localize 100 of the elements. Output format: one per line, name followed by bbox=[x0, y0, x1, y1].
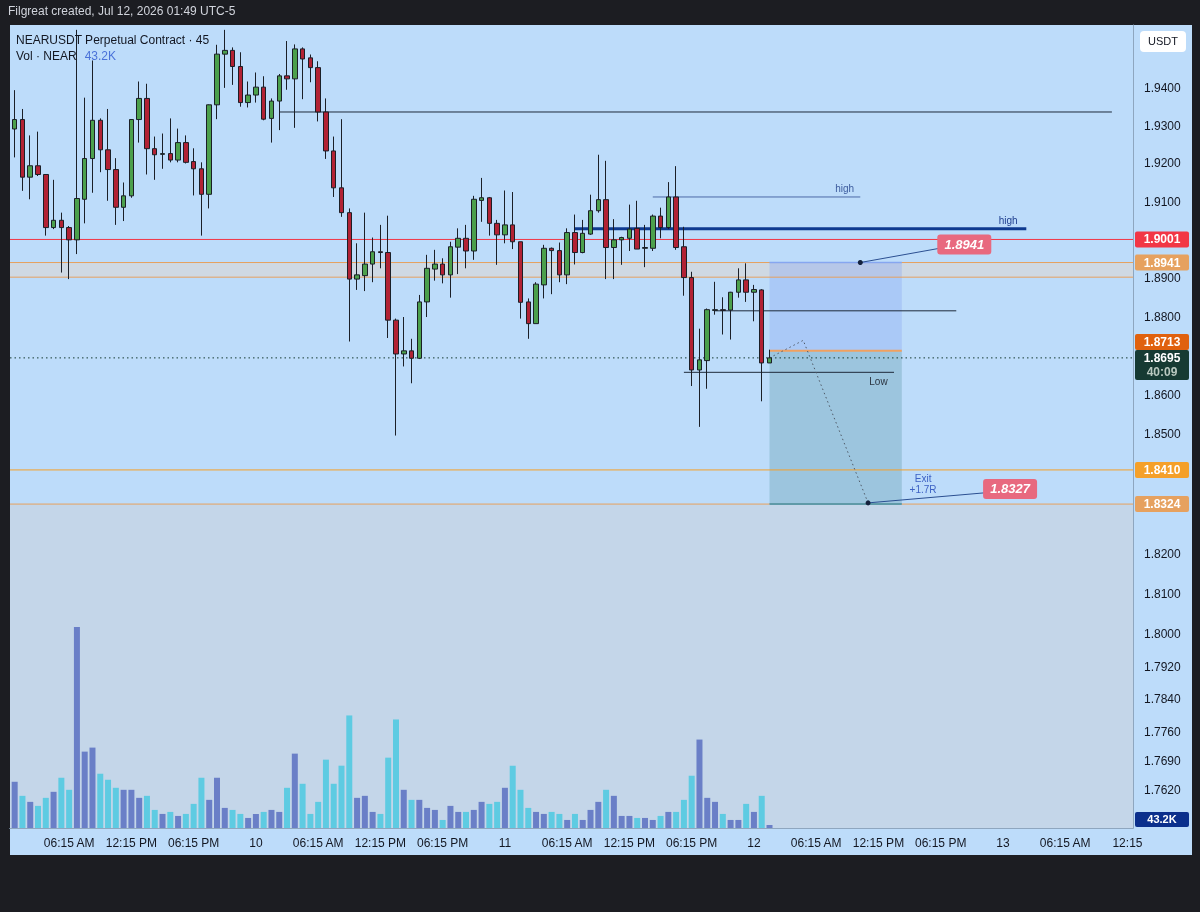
candlestick bbox=[284, 40, 290, 91]
bar bbox=[431, 809, 438, 828]
candlestick bbox=[611, 218, 617, 280]
candlestick bbox=[627, 204, 632, 252]
candlestick bbox=[689, 271, 694, 387]
candlestick bbox=[300, 46, 305, 100]
bar bbox=[680, 799, 687, 828]
candlestick bbox=[269, 97, 274, 144]
x-tick-label: 06:15 PM bbox=[666, 836, 718, 850]
bar bbox=[361, 795, 368, 828]
candlestick bbox=[51, 179, 56, 230]
candlestick bbox=[518, 241, 523, 320]
ref-line-label: 1.8941 bbox=[1143, 255, 1181, 270]
candlestick bbox=[751, 284, 757, 322]
candlestick bbox=[697, 328, 702, 428]
ref-line-label: 1.8695 40:09 bbox=[1143, 350, 1181, 379]
bar bbox=[159, 813, 166, 828]
candlestick bbox=[409, 338, 414, 384]
bar bbox=[151, 809, 158, 828]
bar bbox=[143, 795, 150, 828]
candlestick bbox=[370, 237, 375, 283]
candlestick bbox=[347, 207, 352, 343]
candlestick bbox=[43, 174, 49, 237]
chart-title: Vol · NEAR bbox=[16, 49, 77, 63]
y-axis-title: USDT bbox=[1140, 31, 1186, 52]
bar bbox=[463, 811, 470, 828]
bar bbox=[284, 787, 291, 828]
bar bbox=[315, 801, 322, 828]
bar bbox=[657, 815, 664, 828]
y-tick-label: 1.8800 bbox=[1144, 310, 1182, 325]
candlestick bbox=[502, 189, 508, 244]
candlestick bbox=[712, 281, 718, 316]
candlestick bbox=[557, 242, 562, 283]
bar bbox=[408, 799, 415, 828]
bar bbox=[136, 797, 143, 828]
bar bbox=[610, 795, 617, 828]
bar bbox=[579, 819, 586, 828]
x-tick-label: 06:15 AM bbox=[790, 836, 842, 850]
y-tick-label: 1.8100 bbox=[1144, 586, 1182, 601]
candlestick bbox=[339, 118, 344, 218]
bar bbox=[696, 739, 703, 828]
candlestick bbox=[385, 215, 391, 339]
candlestick bbox=[634, 200, 640, 250]
candlestick bbox=[183, 134, 189, 164]
bar bbox=[673, 811, 680, 828]
candlestick bbox=[144, 83, 150, 175]
bar bbox=[291, 753, 298, 828]
bar bbox=[354, 797, 361, 828]
candlestick bbox=[564, 227, 570, 285]
candlestick bbox=[736, 267, 741, 299]
x-tick-label: 13 bbox=[996, 836, 1010, 850]
x-tick-label: 06:15 PM bbox=[915, 836, 967, 850]
bar bbox=[750, 811, 757, 828]
candlestick bbox=[487, 196, 492, 237]
candlestick bbox=[245, 81, 251, 108]
candlestick bbox=[650, 214, 656, 252]
bar bbox=[214, 777, 220, 828]
bar bbox=[470, 809, 477, 828]
candlestick bbox=[455, 227, 461, 275]
candlestick bbox=[362, 212, 368, 292]
bar bbox=[97, 773, 104, 828]
x-tick-label: 11 bbox=[498, 836, 512, 850]
annotation: 43.2K bbox=[84, 49, 117, 63]
y-tick-label: 1.8900 bbox=[1144, 271, 1182, 286]
y-tick-label: 1.9300 bbox=[1144, 118, 1182, 133]
candlestick bbox=[27, 134, 33, 200]
annotation: Low bbox=[869, 376, 889, 388]
y-tick-label: 1.7760 bbox=[1144, 725, 1182, 740]
candlestick bbox=[35, 131, 41, 177]
bar bbox=[743, 803, 750, 828]
text: 1.8713 bbox=[1143, 334, 1181, 349]
candlestick bbox=[121, 181, 126, 222]
annotation: high bbox=[998, 214, 1018, 226]
candlestick bbox=[463, 224, 469, 269]
candlestick bbox=[588, 194, 593, 236]
bar bbox=[400, 789, 407, 828]
bar bbox=[533, 811, 540, 828]
candlestick bbox=[471, 195, 477, 261]
candlestick bbox=[214, 44, 220, 120]
candlestick bbox=[494, 219, 500, 266]
bar bbox=[385, 757, 392, 828]
bar bbox=[688, 775, 695, 828]
candlestick bbox=[238, 51, 243, 108]
candlestick bbox=[541, 244, 547, 299]
bar bbox=[42, 797, 49, 828]
bar bbox=[11, 781, 18, 828]
y-tick-label: 1.8200 bbox=[1144, 546, 1182, 561]
candlestick bbox=[448, 241, 453, 299]
candlestick bbox=[401, 316, 407, 367]
x-tick-label: 12:15 PM bbox=[603, 836, 656, 850]
candlestick bbox=[681, 226, 687, 297]
candlestick bbox=[580, 219, 585, 254]
annotation: high bbox=[835, 182, 855, 194]
bar bbox=[182, 813, 189, 828]
candlestick bbox=[417, 294, 422, 360]
bar bbox=[447, 805, 454, 828]
y-tick-label: 1.7840 bbox=[1144, 692, 1182, 707]
candlestick bbox=[308, 54, 313, 83]
x-tick-label: 06:15 AM bbox=[43, 836, 95, 850]
candlestick bbox=[331, 136, 336, 198]
